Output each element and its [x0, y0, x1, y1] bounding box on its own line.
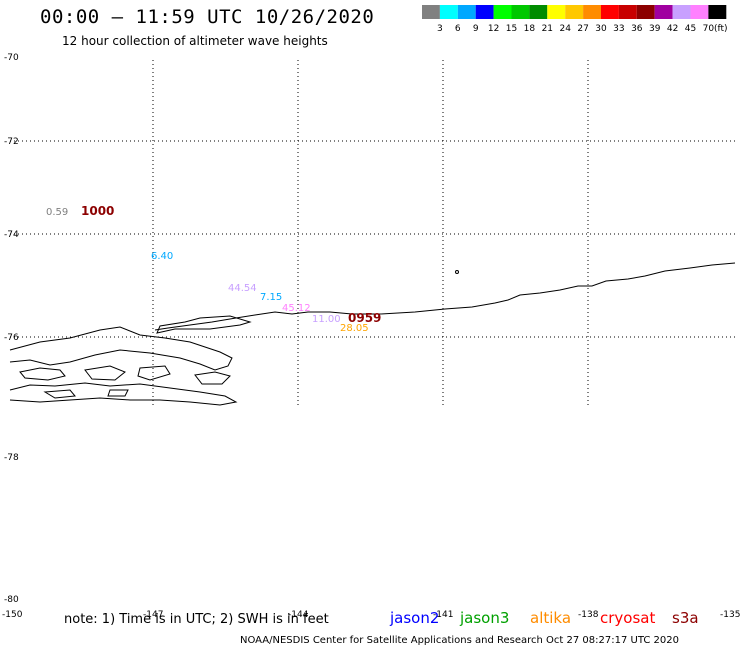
legend-swatch [672, 5, 691, 19]
legend-tick-label: 45 [685, 24, 696, 34]
wave-height-label: 44.54 [228, 283, 257, 294]
wave-height-label: 0959 [348, 311, 381, 325]
legend-swatch [511, 5, 530, 19]
legend-tick-label: 18 [524, 24, 536, 34]
coast-lobe-1 [9, 326, 233, 371]
wave-height-label: 1000 [81, 204, 114, 218]
satellite-s3a: s3a [672, 609, 699, 627]
coastline [9, 262, 736, 406]
island-6 [43, 389, 76, 399]
lon-label: -150 [2, 610, 23, 620]
lat-label: -76 [4, 333, 19, 343]
graticule [10, 60, 735, 406]
legend-tick-label: 12 [488, 24, 499, 34]
legend-tick-label: 39 [649, 24, 661, 34]
ice-shelf-edge [154, 262, 736, 331]
legend-tick-label: 6 [455, 24, 461, 34]
map-title: 00:00 – 11:59 UTC 10/26/2020 [40, 6, 375, 28]
lon-label: -147 [143, 610, 163, 620]
satellite-altika: altika [530, 609, 572, 627]
legend-swatch [439, 5, 458, 19]
lat-label: -70 [4, 53, 19, 63]
wave-height-label: 45.12 [282, 303, 311, 314]
legend-swatch [690, 5, 709, 19]
axis-labels: -70 -72 -74 -76 -78 -80 -150 -147 -144 -… [2, 53, 740, 620]
satellite-cryosat: cryosat [600, 609, 656, 627]
footer-note: note: 1) Time is in UTC; 2) SWH is in fe… [64, 612, 329, 627]
legend-tick-label: 33 [613, 24, 624, 34]
islet [455, 270, 459, 274]
legend-swatch [547, 5, 566, 19]
legend-swatch [457, 5, 476, 19]
wave-height-label: 11.00 [312, 314, 341, 325]
legend-tick-label: 9 [473, 24, 479, 34]
island-5 [194, 371, 231, 385]
legend-swatch [493, 5, 512, 19]
legend-swatch [708, 5, 727, 19]
legend-tick-label: 24 [559, 24, 571, 34]
legend-tick-label: 15 [506, 24, 517, 34]
legend-swatch [422, 5, 440, 19]
color-legend: 3 6 9 12 15 18 21 24 27 30 33 36 39 42 45 70 (ft) [422, 5, 728, 34]
lon-label: -144 [288, 610, 309, 620]
legend-swatch [529, 5, 548, 19]
legend-tick-label: 42 [667, 24, 678, 34]
lat-label: -78 [4, 453, 19, 463]
legend-swatch [618, 5, 637, 19]
island-3 [84, 365, 126, 381]
legend-unit: (ft) [714, 24, 728, 34]
lat-label: -80 [4, 595, 19, 605]
credit-line: NOAA/NESDIS Center for Satellite Applica… [240, 635, 679, 646]
legend-tick-label: 30 [595, 24, 607, 34]
lat-label: -74 [4, 230, 19, 240]
lat-label: -72 [4, 137, 19, 147]
legend-tick-label: 27 [577, 24, 588, 34]
legend-tick-label: 36 [631, 24, 643, 34]
wave-height-label: 28.05 [340, 323, 369, 334]
wave-observations: 0.59 1000 6.40 44.54 7.15 45.12 11.00 09… [46, 204, 381, 334]
legend-tick-label: 3 [437, 24, 443, 34]
legend-swatch [601, 5, 619, 19]
island-1 [156, 315, 252, 334]
island-4 [137, 365, 171, 381]
coast-lobe-2 [9, 382, 238, 406]
map-subtitle: 12 hour collection of altimeter wave hei… [62, 34, 328, 48]
wave-height-label: 7.15 [260, 292, 282, 303]
legend-tick-label: 21 [542, 24, 553, 34]
wave-height-label: 0.59 [46, 207, 68, 218]
legend-tick-label: 70 [703, 24, 715, 34]
legend-swatch [475, 5, 494, 19]
island-2 [19, 367, 66, 381]
lon-label: -138 [578, 610, 599, 620]
lon-label: -141 [433, 610, 453, 620]
legend-swatch [654, 5, 673, 19]
island-7 [107, 389, 129, 397]
lon-label: -135 [720, 610, 740, 620]
legend-swatch [583, 5, 601, 19]
wave-height-label: 6.40 [151, 251, 173, 262]
legend-swatch [636, 5, 655, 19]
legend-swatch [565, 5, 584, 19]
satellite-jason2: jason2 [390, 609, 440, 627]
satellite-jason3: jason3 [460, 609, 510, 627]
